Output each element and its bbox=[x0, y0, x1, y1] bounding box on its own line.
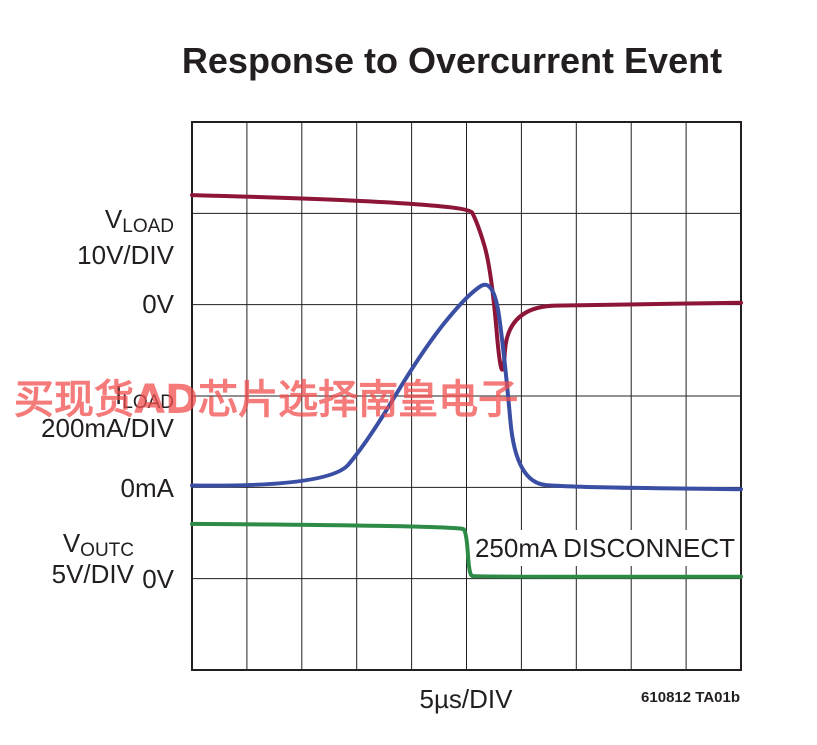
channel-scale-voutc: 5V/DIV bbox=[52, 559, 135, 589]
channel-name-vload-sub: LOAD bbox=[122, 216, 174, 237]
trace-iload bbox=[190, 282, 743, 492]
channel-zero-voutc: 0V bbox=[142, 564, 174, 594]
watermark-text: 买现货AD芯片选择南皇电子 bbox=[14, 377, 518, 423]
channel-name-voutc-sub: OUTC bbox=[80, 540, 134, 561]
channel-name-voutc-main: V bbox=[63, 528, 81, 558]
channel-scale-iload: 200mA/DIV bbox=[41, 413, 175, 443]
time-scale-label: 5µs/DIV bbox=[419, 684, 513, 714]
channel-label-iload: ILOAD 200mA/DIV 0mA bbox=[41, 380, 175, 503]
trace-voutc bbox=[190, 521, 743, 579]
channel-name-iload-main: I bbox=[115, 380, 122, 410]
channel-label-voutc: VOUTC 5V/DIV 0V bbox=[52, 528, 175, 594]
trace-vload bbox=[190, 193, 743, 372]
channel-zero-iload: 0mA bbox=[121, 473, 175, 503]
chart-title: Response to Overcurrent Event bbox=[182, 40, 722, 81]
figure-id: 610812 TA01b bbox=[641, 689, 740, 706]
annotation-disconnect: 250mA DISCONNECT bbox=[475, 533, 735, 563]
channel-scale-vload: 10V/DIV bbox=[77, 240, 174, 270]
channel-name-iload-sub: LOAD bbox=[122, 392, 174, 413]
svg-text:VOUTC: VOUTC bbox=[63, 528, 134, 561]
annotation-background bbox=[477, 530, 733, 566]
svg-text:ILOAD: ILOAD bbox=[115, 380, 174, 413]
traces bbox=[190, 193, 743, 579]
channel-name-vload-main: V bbox=[105, 204, 123, 234]
channel-label-vload: VLOAD 10V/DIV 0V bbox=[77, 204, 174, 319]
svg-text:VLOAD: VLOAD bbox=[105, 204, 174, 237]
channel-zero-vload: 0V bbox=[142, 289, 174, 319]
plot-frame bbox=[191, 121, 742, 671]
